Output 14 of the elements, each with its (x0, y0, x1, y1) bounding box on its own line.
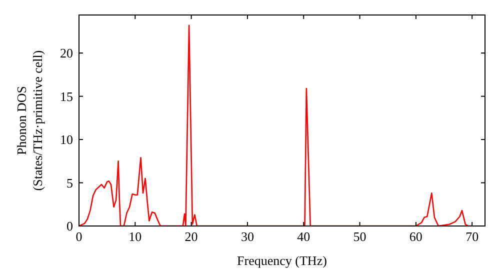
y-tick-label: 0 (66, 218, 73, 234)
y-tick-label: 15 (60, 88, 73, 104)
x-axis-title: Frequency (THz) (237, 253, 327, 268)
y-tick-label: 5 (66, 175, 73, 190)
y-axis-title: Phonon DOS (States/THz·primitive cell) (14, 50, 45, 191)
y-tick-label: 10 (60, 132, 73, 148)
x-tick-label: 30 (240, 229, 254, 244)
x-tick-label: 40 (297, 229, 310, 244)
x-tick-label: 70 (466, 229, 479, 244)
x-tick-label: 60 (409, 229, 422, 244)
x-tick-label: 50 (353, 229, 366, 244)
y-tick-label: 20 (60, 46, 73, 61)
x-tick-label: 20 (184, 229, 198, 244)
x-tick-label: 10 (128, 229, 142, 244)
